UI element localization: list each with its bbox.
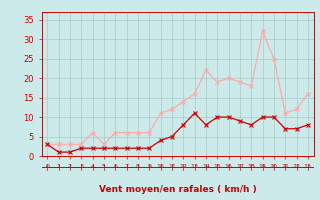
X-axis label: Vent moyen/en rafales ( km/h ): Vent moyen/en rafales ( km/h ): [99, 185, 256, 194]
